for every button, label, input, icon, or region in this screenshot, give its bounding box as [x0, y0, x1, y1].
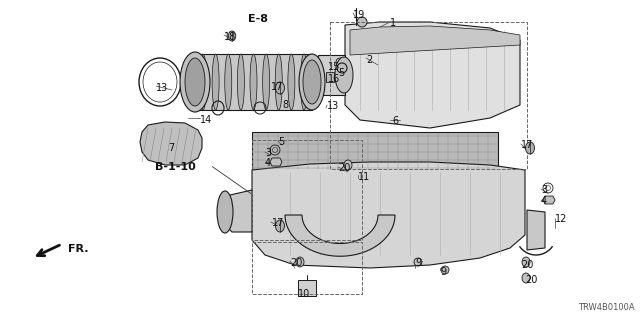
Polygon shape: [225, 190, 252, 232]
Ellipse shape: [336, 58, 344, 66]
Ellipse shape: [301, 54, 307, 110]
Ellipse shape: [522, 257, 530, 267]
Ellipse shape: [275, 82, 285, 94]
Text: 7: 7: [168, 143, 174, 153]
Text: 3: 3: [541, 185, 547, 195]
Ellipse shape: [303, 60, 321, 104]
Text: 1: 1: [390, 18, 396, 28]
Polygon shape: [195, 54, 312, 110]
Text: 9: 9: [440, 267, 446, 277]
Text: 11: 11: [358, 172, 371, 182]
Text: 20: 20: [290, 258, 302, 268]
Text: 17: 17: [521, 140, 533, 150]
Text: TRW4B0100A: TRW4B0100A: [579, 303, 635, 312]
Polygon shape: [298, 280, 316, 296]
Polygon shape: [318, 55, 345, 95]
Polygon shape: [252, 132, 498, 170]
Text: 16: 16: [328, 74, 340, 84]
Polygon shape: [345, 22, 520, 128]
Ellipse shape: [250, 54, 257, 110]
Text: 17: 17: [272, 218, 284, 228]
Ellipse shape: [525, 142, 534, 154]
Bar: [252, 140, 362, 240]
Text: 15: 15: [328, 62, 340, 72]
Text: B-1-10: B-1-10: [155, 162, 196, 172]
Text: 19: 19: [353, 10, 365, 20]
Ellipse shape: [414, 258, 422, 266]
Ellipse shape: [237, 54, 244, 110]
Ellipse shape: [288, 54, 295, 110]
Polygon shape: [543, 196, 555, 204]
Ellipse shape: [200, 54, 207, 110]
Text: 13: 13: [156, 83, 168, 93]
Polygon shape: [316, 65, 345, 95]
Ellipse shape: [296, 257, 304, 267]
Text: 10: 10: [298, 289, 310, 299]
Text: 20: 20: [338, 163, 350, 173]
Polygon shape: [350, 26, 520, 55]
Ellipse shape: [441, 266, 449, 274]
Text: 4: 4: [265, 158, 271, 168]
Polygon shape: [140, 122, 202, 165]
Ellipse shape: [228, 31, 236, 41]
Text: 20: 20: [525, 275, 538, 285]
Ellipse shape: [225, 54, 232, 110]
Text: FR.: FR.: [68, 244, 88, 254]
Ellipse shape: [275, 54, 282, 110]
Text: 9: 9: [415, 258, 421, 268]
Text: 5: 5: [338, 68, 344, 78]
Ellipse shape: [180, 52, 210, 112]
Text: 3: 3: [265, 148, 271, 158]
Text: 2: 2: [366, 55, 372, 65]
Text: 8: 8: [282, 100, 288, 110]
Text: 20: 20: [521, 260, 533, 270]
Ellipse shape: [522, 273, 530, 283]
Ellipse shape: [185, 58, 205, 106]
Ellipse shape: [275, 220, 285, 232]
Ellipse shape: [212, 54, 219, 110]
Ellipse shape: [357, 17, 367, 27]
Polygon shape: [285, 215, 395, 256]
Ellipse shape: [309, 65, 323, 95]
Text: 18: 18: [224, 32, 236, 42]
Text: 6: 6: [392, 116, 398, 126]
Text: 14: 14: [200, 115, 212, 125]
Ellipse shape: [262, 54, 269, 110]
Polygon shape: [270, 158, 282, 166]
Bar: [252, 242, 362, 294]
Polygon shape: [252, 162, 525, 268]
Text: 4: 4: [541, 196, 547, 206]
Ellipse shape: [217, 191, 233, 233]
Text: E-8: E-8: [248, 14, 268, 24]
Text: 5: 5: [278, 137, 284, 147]
Ellipse shape: [299, 54, 325, 110]
Polygon shape: [326, 72, 334, 82]
Bar: [330, 22, 527, 169]
Ellipse shape: [344, 160, 352, 170]
Polygon shape: [527, 210, 545, 250]
Text: 12: 12: [555, 214, 568, 224]
Ellipse shape: [335, 57, 353, 93]
Text: 17: 17: [271, 82, 284, 92]
Text: 13: 13: [327, 101, 339, 111]
